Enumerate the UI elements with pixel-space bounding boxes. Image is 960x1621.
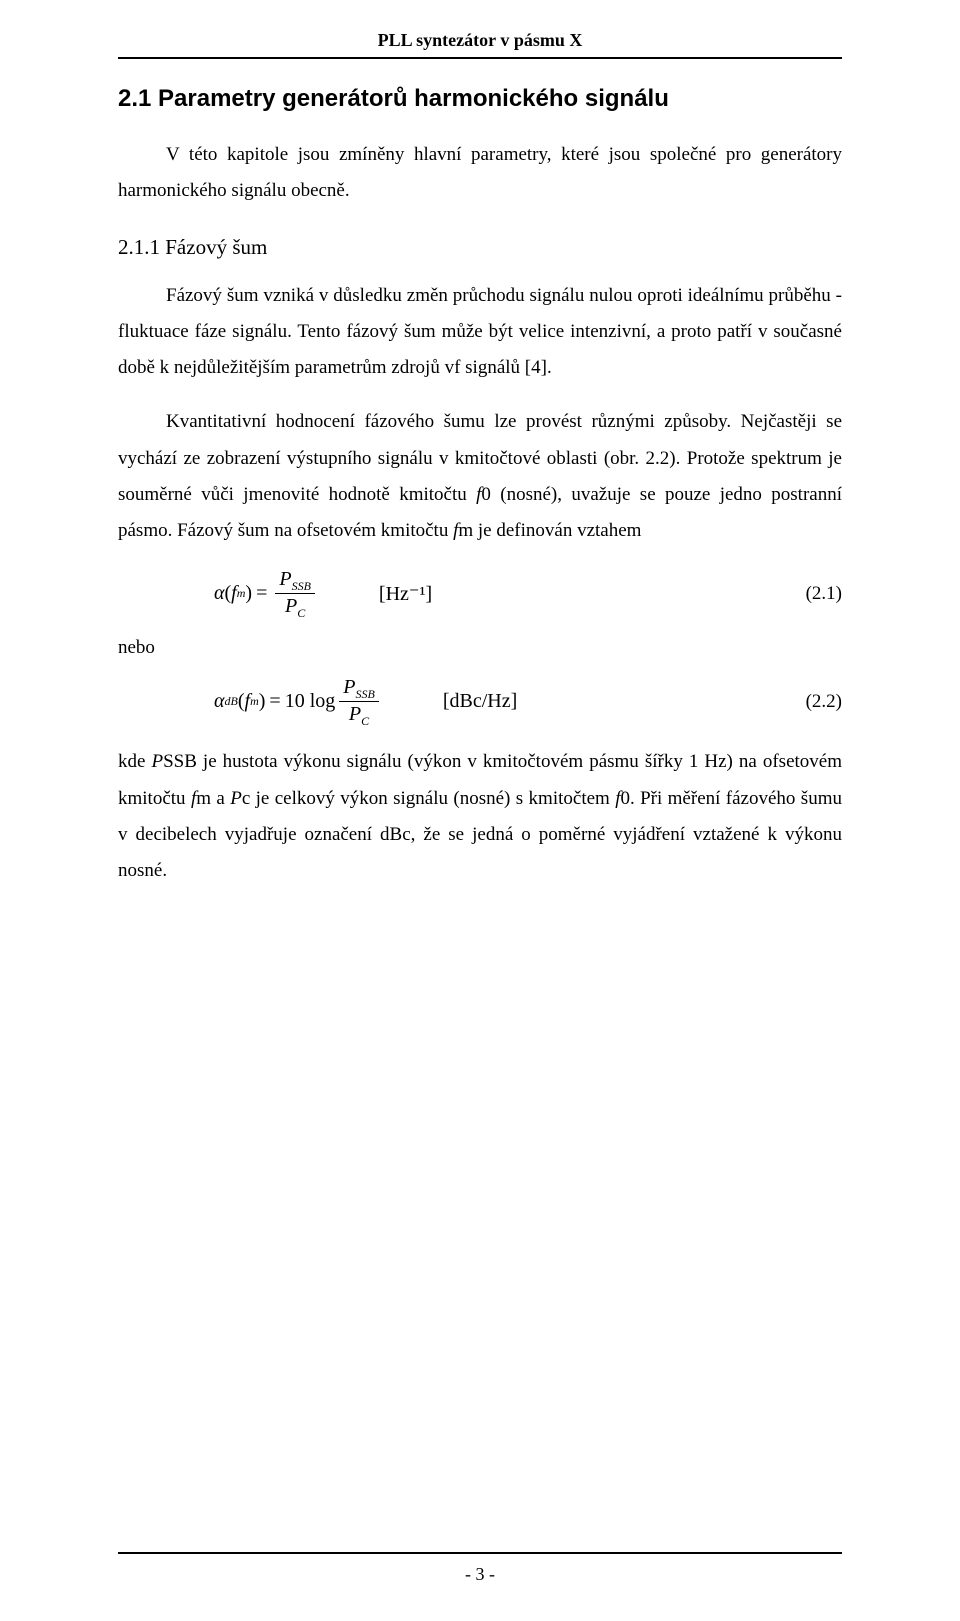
para4-pssb: P (151, 751, 163, 772)
eq2-den: PC (345, 702, 373, 728)
eq2-den-P: P (349, 703, 361, 725)
para4-d: je celkový výkon signálu (nosné) s kmito… (250, 788, 615, 809)
equation-2: αdB ( fm ) = 10 log PSSB PC [dBc/Hz] (2.… (118, 675, 842, 729)
eq2-alpha: α (214, 690, 225, 713)
eq2-body: αdB ( fm ) = 10 log PSSB PC [dBc/Hz] (214, 675, 517, 729)
eq1-fraction: PSSB PC (275, 567, 315, 621)
paragraph-2: Fázový šum vzniká v důsledku změn průcho… (118, 278, 842, 386)
subsection-heading: 2.1.1 Fázový šum (118, 235, 842, 260)
subsection-number: 2.1.1 (118, 235, 160, 259)
footer: - 3 - (118, 1392, 842, 1585)
eq1-body: α ( fm ) = PSSB PC [Hz⁻¹] (214, 567, 432, 621)
para3-fm-sub: m (458, 520, 473, 541)
section-heading: 2.1 Parametry generátorů harmonického si… (118, 85, 842, 113)
eq2-rpar: ) (259, 690, 266, 713)
eq1-eq: = (256, 582, 267, 605)
eq1-num-sub: SSB (292, 579, 311, 593)
running-head: PLL syntezátor v pásmu X (118, 30, 842, 59)
eq1-lpar: ( (225, 582, 232, 605)
subsection-title: Fázový šum (165, 235, 267, 259)
para4-pssb-sub: SSB (163, 751, 197, 772)
eq1-f-sub: m (237, 586, 246, 601)
para4-pc-sub: c (242, 788, 250, 809)
eq2-fraction: PSSB PC (339, 675, 379, 729)
eq2-number: (2.2) (786, 691, 842, 713)
eq1-alpha: α (214, 582, 225, 605)
para3-part-c: je definován vztahem (473, 520, 641, 541)
paragraph-3: Kvantitativní hodnocení fázového šumu lz… (118, 404, 842, 548)
eq1-den-sub: C (297, 606, 305, 620)
para4-c: a (211, 788, 230, 809)
eq1-number: (2.1) (786, 583, 842, 605)
eq2-f-sub: m (250, 694, 259, 709)
page: PLL syntezátor v pásmu X 2.1 Parametry g… (0, 0, 960, 1621)
eq2-num-P: P (343, 676, 355, 698)
eq1-num: PSSB (275, 567, 315, 593)
eq2-lpar: ( (238, 690, 245, 713)
paragraph-1: V této kapitole jsou zmíněny hlavní para… (118, 137, 842, 209)
eq1-rpar: ) (245, 582, 252, 605)
eq2-num-sub: SSB (355, 687, 374, 701)
section-number: 2.1 (118, 85, 151, 112)
eq2-den-sub: C (361, 714, 369, 728)
eq1-unit: [Hz⁻¹] (379, 581, 432, 606)
eq1-den-P: P (285, 595, 297, 617)
para4-pc: P (230, 788, 242, 809)
para4-fm-sub: m (196, 788, 211, 809)
page-number: - 3 - (118, 1552, 842, 1585)
section-title: Parametry generátorů harmonického signál… (158, 85, 669, 112)
eq1-den: PC (281, 594, 309, 620)
para4-f0-sub: 0 (620, 788, 630, 809)
eq1-num-P: P (279, 568, 291, 590)
eq2-alpha-sub: dB (225, 694, 238, 709)
nebo-label: nebo (118, 637, 842, 659)
para4-a: kde (118, 751, 151, 772)
eq2-unit: [dBc/Hz] (443, 690, 517, 713)
eq2-tenlog: 10 log (285, 690, 336, 713)
para3-f0-sub: 0 (481, 484, 491, 505)
paragraph-4: kde PSSB je hustota výkonu signálu (výko… (118, 744, 842, 888)
equation-1: α ( fm ) = PSSB PC [Hz⁻¹] (2.1) (118, 567, 842, 621)
eq2-num: PSSB (339, 675, 379, 701)
eq2-eq: = (269, 690, 280, 713)
